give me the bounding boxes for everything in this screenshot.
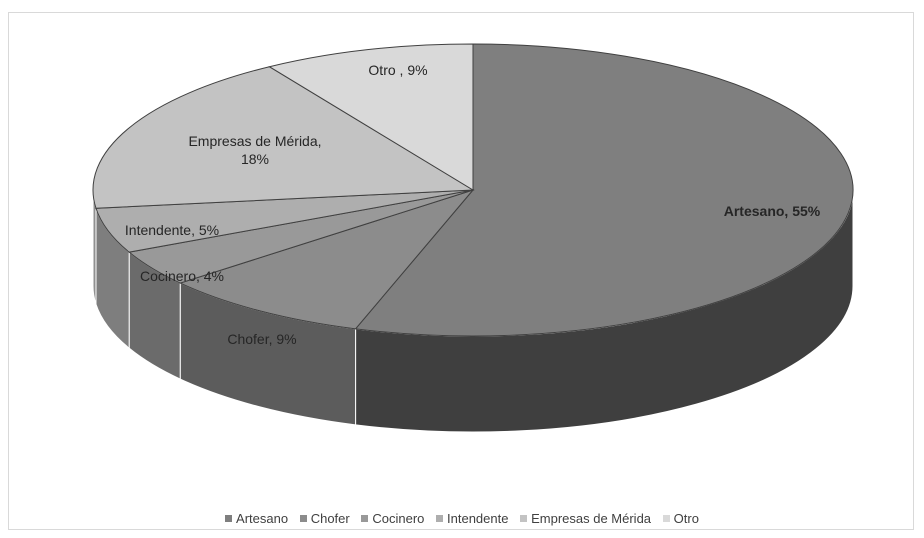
legend-swatch	[225, 515, 233, 522]
legend-item-empresas-de-merida: Empresas de Mérida	[520, 511, 651, 526]
legend-item-artesano: Artesano	[225, 511, 288, 526]
pie-tops	[92, 43, 854, 337]
legend-item-intendente: Intendente	[436, 511, 508, 526]
legend-item-chofer: Chofer	[299, 511, 350, 526]
pie-slice-empresas-de-m-rida	[92, 66, 475, 209]
legend-swatch	[662, 515, 670, 522]
legend-swatch	[361, 515, 369, 522]
legend-swatch	[520, 515, 528, 522]
data-label-line: Empresas de Mérida,	[188, 133, 321, 149]
legend-label: Cocinero	[372, 511, 425, 526]
data-label-line: 18%	[241, 151, 269, 167]
legend-swatch	[299, 515, 307, 522]
data-label-line: Chofer, 9%	[227, 331, 296, 347]
data-label-line: Otro , 9%	[368, 62, 427, 78]
data-label-empresas-de-m-rida: Empresas de Mérida, 18%	[188, 133, 321, 167]
pie-slice-artesano	[354, 43, 854, 337]
data-label-line: Cocinero, 4%	[140, 268, 224, 284]
legend-label: Artesano	[236, 511, 289, 526]
legend-swatch	[436, 515, 444, 522]
data-label-chofer: Chofer, 9%	[227, 331, 296, 347]
pie-slice-chofer	[178, 188, 475, 330]
legend-item-otro: Otro	[662, 511, 699, 526]
data-label-intendente: Intendente, 5%	[125, 222, 219, 238]
pie-slice-otro	[268, 43, 474, 191]
chart-legend: Artesano Chofer Cocinero Intendente Empr…	[0, 511, 924, 526]
data-label-artesano: Artesano, 55%	[724, 203, 821, 219]
data-label-otro: Otro , 9%	[368, 62, 427, 78]
legend-label: Otro	[673, 511, 699, 526]
legend-label: Empresas de Mérida	[531, 511, 652, 526]
legend-item-cocinero: Cocinero	[361, 511, 424, 526]
legend-label: Intendente	[447, 511, 509, 526]
data-label-cocinero: Cocinero, 4%	[140, 268, 224, 284]
data-label-line: Intendente, 5%	[125, 222, 219, 238]
data-label-line: Artesano, 55%	[724, 203, 821, 219]
pie-labels: Artesano, 55% Chofer, 9% Cocinero, 4% Inten…	[125, 62, 821, 347]
legend-label: Chofer	[310, 511, 350, 526]
